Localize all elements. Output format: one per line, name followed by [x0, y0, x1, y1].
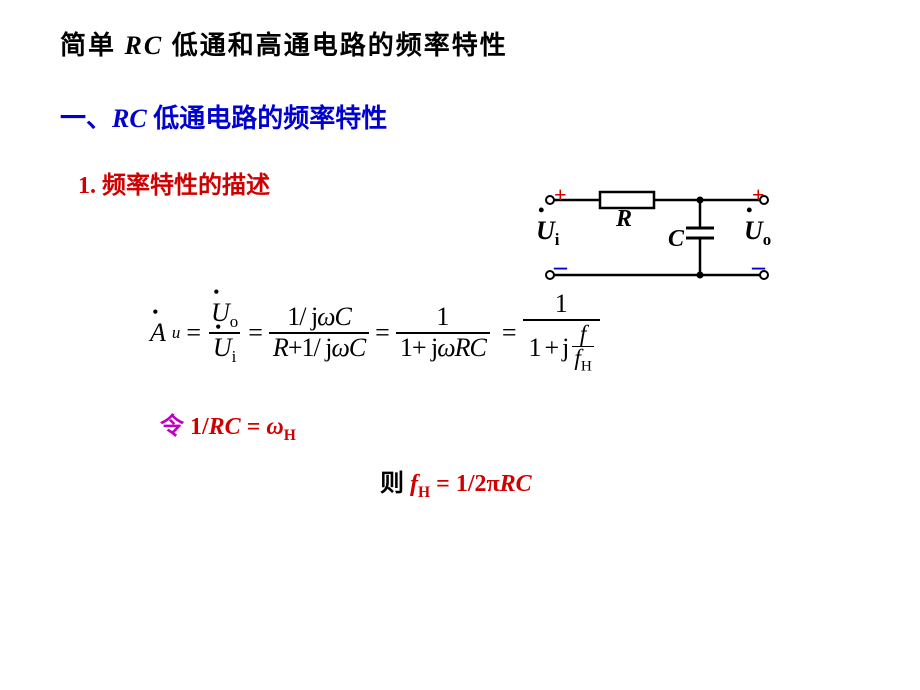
simplified-fh: 1 1+j f fH	[523, 290, 600, 376]
uo-label: Uo	[744, 216, 771, 250]
sub-heading: 1. 频率特性的描述	[78, 165, 270, 200]
minus-right: –	[752, 252, 765, 282]
plus-left: +	[554, 182, 567, 208]
plus-right: +	[752, 182, 765, 208]
section-rc: RC	[112, 104, 147, 133]
rc-lowpass-circuit: R C + – + – Ui Uo	[530, 180, 790, 300]
uo-over-ui: Uo Ui	[207, 299, 242, 367]
section-heading: 一、RC 低通电路的频率特性	[60, 98, 860, 135]
transfer-function-formula: Au = Uo Ui = 1/ jωC R+1/ jωC = 1 1+ jωRC	[150, 290, 860, 376]
section-pre: 一、	[60, 104, 112, 133]
au-symbol: A	[150, 318, 166, 348]
capacitor-label: C	[668, 226, 684, 253]
title-pre: 简单	[60, 31, 125, 60]
minus-left: –	[554, 252, 567, 282]
impedance-ratio: 1/ jωC R+1/ jωC	[269, 303, 369, 362]
page-title: 简单 RC 低通和高通电路的频率特性	[60, 25, 860, 62]
title-rc: RC	[125, 31, 164, 60]
then-result: 则 fH = 1/2πRC	[380, 463, 860, 502]
let-definition: 令 1/RC = ωH	[160, 406, 860, 445]
title-post: 低通和高通电路的频率特性	[163, 31, 508, 60]
simplified-1: 1 1+ jωRC	[396, 303, 490, 362]
ui-label: Ui	[536, 216, 559, 250]
section-post: 低通电路的频率特性	[147, 104, 388, 133]
resistor-label: R	[616, 206, 632, 233]
